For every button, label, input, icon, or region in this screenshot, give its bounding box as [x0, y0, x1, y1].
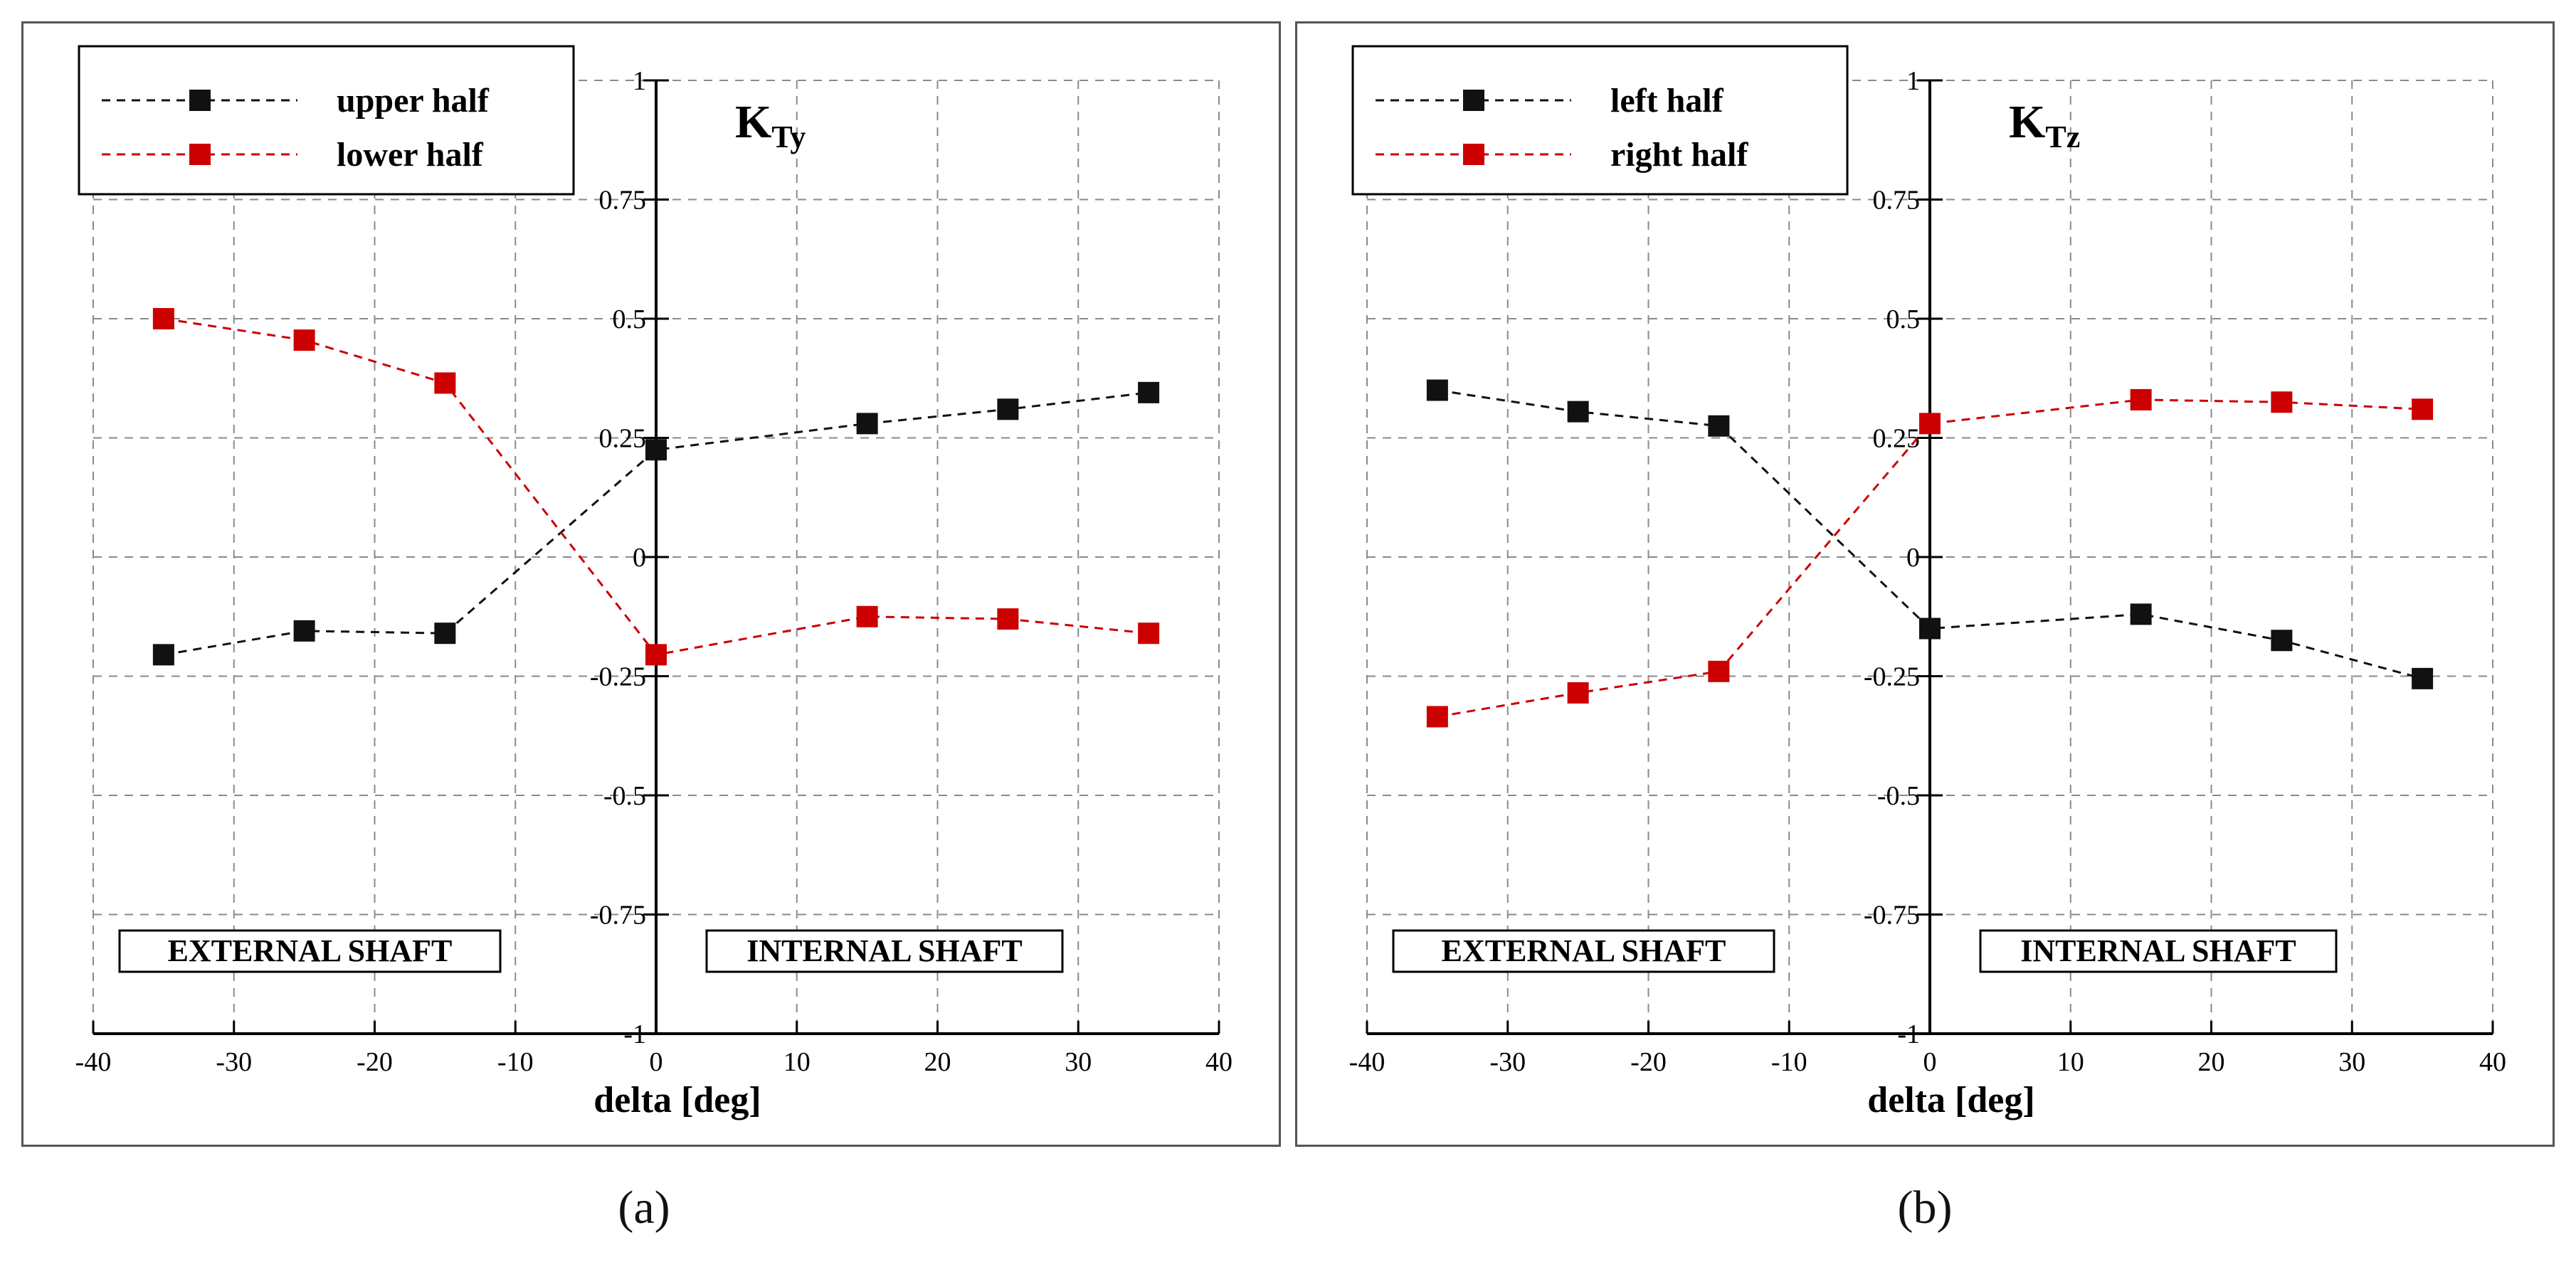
chart-b-y-tick-label-2: -0.5	[1877, 781, 1920, 811]
chart-b-y-tick-label-1: -0.75	[1864, 901, 1920, 931]
chart-a-x-tick-label-1: -30	[216, 1047, 252, 1077]
chart-a-x-tick-label-6: 20	[924, 1047, 951, 1077]
chart-a-x-tick-label-0: -40	[75, 1047, 112, 1077]
chart-a-point-s1-5	[997, 608, 1019, 630]
chart-b-x-tick-label-3: -10	[1771, 1047, 1807, 1077]
chart-a-point-s1-6	[1138, 622, 1160, 645]
chart-b-x-tick-label-4: 0	[1923, 1047, 1937, 1077]
chart-b-x-axis-title: delta [deg]	[1867, 1080, 2034, 1120]
chart-a-title-main: K	[735, 96, 771, 148]
chart-a-title-annotation: KTy	[735, 96, 806, 154]
chart-b-point-s1-3	[1919, 413, 1941, 435]
chart-b-point-s0-5	[2271, 630, 2293, 652]
chart-b-point-s1-2	[1708, 660, 1730, 682]
chart-a-point-s0-2	[434, 622, 456, 645]
chart-b-title-sub: Tz	[2045, 120, 2080, 154]
chart-a-legend-label-0: upper half	[337, 82, 490, 120]
chart-panel-b: -40 -30 -20 -10 0 10 20 30 40 -1 -0.75 -0.5 -0.25 0 0.…	[1295, 21, 2555, 1147]
chart-b-title-main: K	[2009, 96, 2045, 148]
chart-b-x-tick-label-5: 10	[2057, 1047, 2084, 1077]
chart-b-x-tick-label-0: -40	[1349, 1047, 1385, 1077]
chart-b: -40 -30 -20 -10 0 10 20 30 40 -1 -0.75 -0.5 -0.25 0 0.…	[1349, 45, 2506, 1120]
chart-b-y-tick-label-4: 0	[1906, 543, 1920, 573]
chart-a-point-s1-4	[856, 605, 878, 627]
chart-b-point-s0-6	[2412, 667, 2434, 689]
chart-a-y-tick-label-2: -0.5	[603, 781, 646, 811]
chart-a-x-tick-label-7: 30	[1065, 1047, 1092, 1077]
chart-b-x-tick-label-2: -20	[1630, 1047, 1667, 1077]
chart-b-legend-label-1: right half	[1610, 136, 1748, 174]
chart-panel-a: -40 -30 -20 -10 0 10 20 30 40 -1 -0.75 -0.5 -0.25 0 0.…	[21, 21, 1281, 1147]
chart-b-point-s0-2	[1708, 415, 1730, 437]
chart-b-region-label-0: EXTERNAL SHAFT	[1442, 933, 1726, 968]
chart-a-point-s1-0	[152, 308, 174, 329]
chart-b-legend-label-0: left half	[1610, 82, 1724, 120]
chart-a-x-tick-label-3: -10	[497, 1047, 534, 1077]
chart-a-title-sub: Ty	[771, 120, 806, 154]
chart-b-region-box-0	[1392, 929, 1775, 973]
chart-b-point-s0-3	[1919, 618, 1941, 640]
chart-b-point-s0-4	[2130, 603, 2152, 625]
chart-a-y-tick-label-6: 0.5	[613, 304, 647, 334]
chart-a-region-box-1	[705, 929, 1064, 973]
chart-a-legend	[78, 45, 575, 196]
chart-b-region-label-1: INTERNAL SHAFT	[2020, 933, 2296, 968]
chart-a-point-s0-0	[152, 644, 174, 666]
caption-a: (a)	[618, 1182, 670, 1234]
chart-b-legend-marker-1	[1463, 144, 1484, 165]
chart-a-region-box-0	[118, 929, 502, 973]
chart-a-y-tick-label-3: -0.25	[590, 662, 646, 692]
chart-b-x-tick-label-8: 40	[2479, 1047, 2506, 1077]
chart-b-point-s1-0	[1426, 706, 1448, 728]
chart-b-title-annotation: KTz	[2009, 96, 2080, 154]
chart-b-y-tick-label-8: 1	[1906, 66, 1920, 96]
chart-a-y-tick-label-4: 0	[633, 543, 646, 573]
chart-b-point-s0-0	[1426, 379, 1448, 401]
chart-a-point-s0-3	[645, 439, 667, 461]
chart-a-y-tick-label-8: 1	[633, 66, 646, 96]
chart-a-y-tick-label-0: -1	[623, 1019, 646, 1049]
chart-b-x-tick-label-6: 20	[2198, 1047, 2225, 1077]
chart-a-region-label-0: EXTERNAL SHAFT	[168, 933, 453, 968]
chart-b-x-tick-label-1: -30	[1489, 1047, 1526, 1077]
chart-a-legend-marker-0	[189, 90, 211, 111]
chart-b-y-tick-label-5: 0.25	[1873, 424, 1921, 454]
chart-b-y-tick-label-3: -0.25	[1864, 662, 1920, 692]
chart-a-legend-label-1: lower half	[337, 136, 484, 174]
chart-a-point-s1-2	[434, 372, 456, 394]
chart-a-x-tick-label-8: 40	[1205, 1047, 1232, 1077]
chart-a-region-label-1: INTERNAL SHAFT	[746, 933, 1023, 968]
chart-b-region-box-1	[1979, 929, 2338, 973]
chart-b-point-s0-1	[1567, 401, 1589, 423]
chart-a: -40 -30 -20 -10 0 10 20 30 40 -1 -0.75 -0.5 -0.25 0 0.…	[75, 45, 1232, 1120]
chart-b-x-tick-label-7: 30	[2338, 1047, 2365, 1077]
chart-a-x-axis-title: delta [deg]	[593, 1080, 761, 1120]
caption-b: (b)	[1897, 1182, 1953, 1234]
chart-b-y-tick-label-6: 0.5	[1886, 304, 1921, 334]
chart-a-y-tick-label-1: -0.75	[590, 901, 646, 931]
chart-b-legend	[1351, 45, 1849, 196]
chart-a-y-tick-label-5: 0.25	[599, 424, 647, 454]
chart-a-y-tick-label-7: 0.75	[599, 186, 647, 216]
chart-b-point-s1-4	[2130, 388, 2152, 410]
chart-a-point-s0-4	[856, 413, 878, 435]
chart-b-point-s1-5	[2271, 391, 2293, 413]
chart-a-x-tick-label-5: 10	[783, 1047, 811, 1077]
chart-a-x-tick-label-4: 0	[650, 1047, 663, 1077]
chart-a-point-s0-6	[1138, 381, 1160, 403]
chart-a-legend-marker-1	[189, 144, 211, 165]
chart-b-y-tick-label-0: -1	[1897, 1019, 1920, 1049]
chart-a-point-s1-3	[645, 644, 667, 666]
chart-a-point-s1-1	[293, 329, 315, 351]
chart-b-y-tick-label-7: 0.75	[1873, 186, 1921, 216]
chart-a-point-s0-5	[997, 398, 1019, 420]
chart-b-point-s1-6	[2412, 398, 2434, 420]
chart-b-point-s1-1	[1567, 682, 1589, 704]
chart-b-legend-marker-0	[1463, 90, 1484, 111]
chart-a-point-s0-1	[293, 620, 315, 642]
chart-a-x-tick-label-2: -20	[357, 1047, 393, 1077]
